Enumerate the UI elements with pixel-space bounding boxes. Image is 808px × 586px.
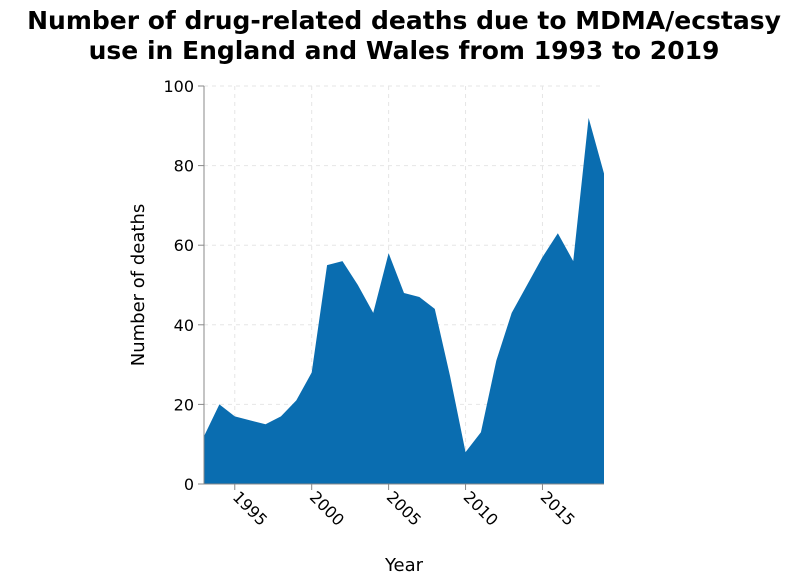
y-axis-ticks: 0 20 40 60 80 100 xyxy=(163,77,204,494)
y-tick-label-1: 20 xyxy=(174,395,194,414)
x-tick-label-0: 1995 xyxy=(229,487,271,529)
chart-title: Number of drug-related deaths due to MDM… xyxy=(0,6,808,66)
y-axis-label: Number of deaths xyxy=(128,204,149,366)
x-tick-label-3: 2010 xyxy=(460,487,502,529)
x-tick-label-4: 2015 xyxy=(537,487,579,529)
y-tick-label-5: 100 xyxy=(163,77,194,96)
y-tick-label-3: 60 xyxy=(174,236,194,255)
y-tick-label-4: 80 xyxy=(174,157,194,176)
chart-title-line-2: use in England and Wales from 1993 to 20… xyxy=(88,36,720,65)
x-axis-ticks: 1995 2000 2005 2010 2015 xyxy=(229,484,579,530)
y-tick-label-2: 40 xyxy=(174,316,194,335)
area-series xyxy=(204,117,604,484)
y-tick-label-0: 0 xyxy=(184,475,194,494)
x-axis-label: Year xyxy=(384,555,424,576)
x-tick-label-1: 2000 xyxy=(306,487,348,529)
x-tick-label-2: 2005 xyxy=(383,487,425,529)
chart-title-line-1: Number of drug-related deaths due to MDM… xyxy=(27,6,781,35)
